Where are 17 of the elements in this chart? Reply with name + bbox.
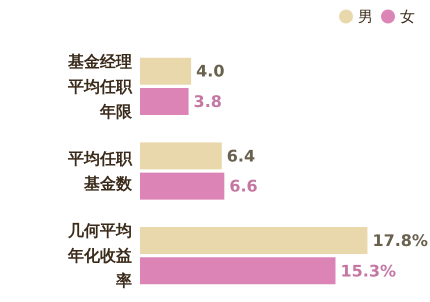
bar [140,58,192,85]
bar [140,142,222,170]
y-tick-label: 平均任职基金数 [67,149,133,193]
data-label: 6.6 [229,176,258,196]
bar [140,172,224,200]
y-tick-label: 基金经理平均任职年限 [67,52,133,121]
data-label: 4.0 [196,62,224,81]
y-tick-label: 几何平均年化收益率 [67,221,132,290]
legend-label: 男 [358,8,373,26]
bar [140,88,189,115]
data-label: 3.8 [194,92,222,111]
data-label: 17.8% [372,231,428,250]
data-label: 6.4 [226,146,256,166]
bar [140,227,368,254]
data-label: 15.3% [340,261,396,280]
bar [140,257,336,284]
legend-label: 女 [400,8,415,26]
